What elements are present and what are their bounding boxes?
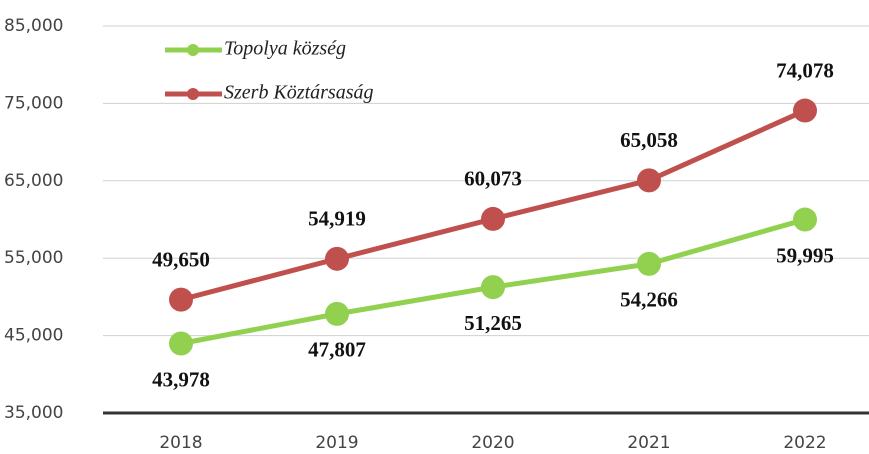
point [637, 168, 661, 193]
point [637, 251, 661, 276]
data-label: 43,978 [152, 367, 210, 391]
point [169, 331, 193, 356]
point [481, 206, 505, 231]
x-tick-label: 2021 [627, 433, 670, 453]
legend-label: Szerb Köztársaság [224, 82, 373, 104]
data-label: 49,650 [152, 247, 210, 271]
y-tick-label: 55,000 [4, 248, 63, 268]
data-label: 54,919 [308, 207, 366, 231]
point [481, 275, 505, 300]
y-tick-label: 65,000 [4, 171, 63, 191]
y-tick-label: 75,000 [4, 93, 63, 113]
y-tick-label: 85,000 [4, 16, 63, 36]
data-label: 51,265 [464, 311, 522, 335]
y-tick-label: 45,000 [4, 326, 63, 346]
x-tick-label: 2020 [471, 433, 514, 453]
x-tick-label: 2022 [783, 433, 826, 453]
series-line [180, 108, 807, 303]
point [325, 246, 349, 271]
data-label: 74,078 [776, 58, 834, 82]
legend-label: Topolya község [224, 38, 346, 60]
y-tick-label: 35,000 [4, 403, 63, 423]
point [793, 207, 817, 232]
data-label: 60,073 [464, 167, 522, 191]
data-label: 47,807 [308, 338, 366, 362]
legend-marker [187, 88, 199, 100]
data-label: 59,995 [776, 243, 834, 267]
legend-marker [187, 44, 199, 56]
data-label: 54,266 [620, 288, 678, 312]
point [325, 301, 349, 326]
x-tick-label: 2019 [315, 433, 358, 453]
point [169, 287, 193, 312]
point [793, 98, 817, 123]
x-tick-label: 2018 [159, 433, 202, 453]
data-label: 65,058 [620, 128, 678, 152]
